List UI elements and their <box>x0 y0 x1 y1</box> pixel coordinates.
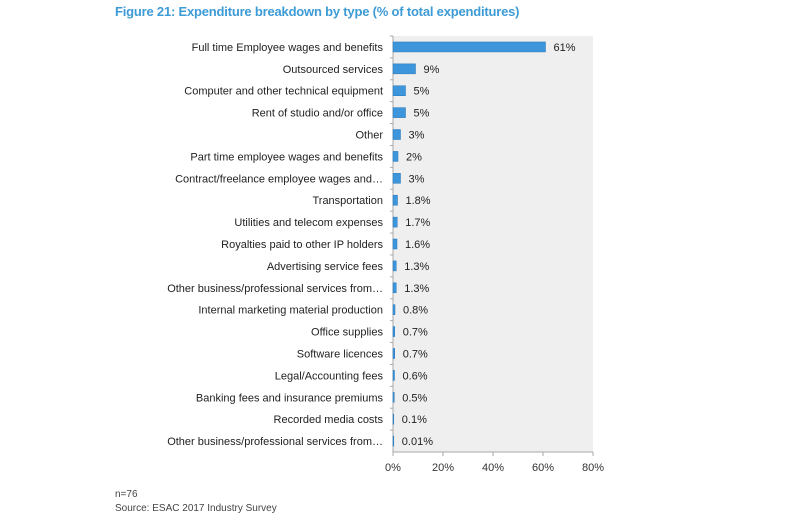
source-note: Source: ESAC 2017 Industry Survey <box>115 503 277 514</box>
category-label: Utilities and telecom expenses <box>234 217 383 229</box>
bar <box>392 63 416 75</box>
value-label: 0.01% <box>402 436 433 448</box>
bar <box>392 129 401 140</box>
value-label: 0.5% <box>402 392 427 404</box>
bar <box>392 348 395 359</box>
value-label: 0.6% <box>403 370 428 382</box>
category-label: Contract/freelance employee wages and… <box>175 173 383 185</box>
bar <box>392 370 395 381</box>
value-label: 3% <box>409 173 425 185</box>
x-tick-label: 20% <box>432 462 454 474</box>
value-label: 5% <box>414 86 430 98</box>
bar <box>392 435 395 447</box>
value-label: 0.7% <box>403 348 428 360</box>
bar <box>392 238 398 250</box>
bar <box>392 85 406 96</box>
value-label: 0.7% <box>403 327 428 339</box>
plot-background <box>393 36 593 452</box>
category-label: Rent of studio and/or office <box>252 108 383 120</box>
value-label: 5% <box>414 108 430 120</box>
category-label: Internal marketing material production <box>198 305 383 317</box>
x-tick-label: 80% <box>582 462 604 474</box>
category-label: Part time employee wages and benefits <box>190 151 383 163</box>
value-label: 0.1% <box>402 414 427 426</box>
bar <box>392 282 397 294</box>
value-label: 1.6% <box>405 239 430 251</box>
value-label: 0.8% <box>403 305 428 317</box>
category-label: Other <box>355 130 383 142</box>
sample-size: n=76 <box>115 489 138 500</box>
category-label: Recorded media costs <box>274 414 384 426</box>
x-tick-label: 40% <box>482 462 504 474</box>
bar <box>392 216 398 228</box>
value-label: 3% <box>409 130 425 142</box>
bar <box>392 173 401 184</box>
chart-title: Figure 21: Expenditure breakdown by type… <box>115 4 520 19</box>
bar <box>392 326 395 337</box>
category-label: Banking fees and insurance premiums <box>196 392 384 404</box>
bar <box>392 194 398 206</box>
category-label: Other business/professional services fro… <box>167 436 383 448</box>
category-label: Office supplies <box>311 327 383 339</box>
bar <box>392 392 395 403</box>
category-label: Royalties paid to other IP holders <box>221 239 383 251</box>
bar <box>392 413 395 425</box>
value-label: 2% <box>406 151 422 163</box>
category-label: Other business/professional services fro… <box>167 283 383 295</box>
value-label: 1.7% <box>405 217 430 229</box>
category-label: Advertising service fees <box>267 261 384 273</box>
value-label: 9% <box>424 64 440 76</box>
category-label: Full time Employee wages and benefits <box>192 42 384 54</box>
value-label: 1.8% <box>406 195 431 207</box>
bar <box>392 41 546 53</box>
category-label: Computer and other technical equipment <box>184 86 383 98</box>
bar <box>392 151 399 162</box>
category-label: Outsourced services <box>283 64 384 76</box>
bar <box>392 107 406 118</box>
category-label: Transportation <box>312 195 383 207</box>
x-tick-label: 60% <box>532 462 554 474</box>
x-tick-label: 0% <box>385 462 401 474</box>
category-label: Legal/Accounting fees <box>275 370 384 382</box>
value-label: 1.3% <box>404 283 429 295</box>
bar <box>392 260 397 272</box>
bar <box>392 304 396 315</box>
value-label: 61% <box>554 42 576 54</box>
category-label: Software licences <box>297 348 384 360</box>
value-label: 1.3% <box>404 261 429 273</box>
